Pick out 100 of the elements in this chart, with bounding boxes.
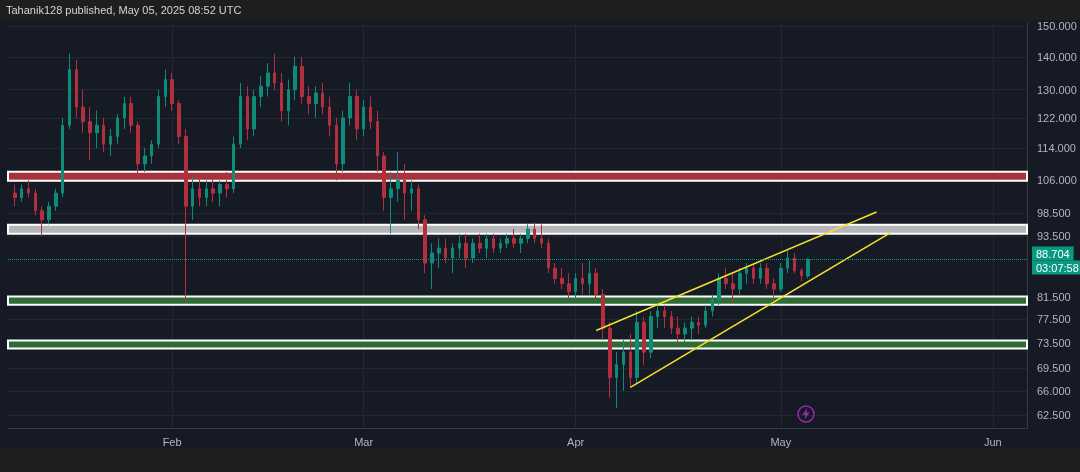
- candlestick: [786, 249, 789, 274]
- candlestick: [670, 310, 673, 335]
- candlestick: [505, 233, 509, 249]
- candlestick: [738, 267, 742, 295]
- y-tick-label: 140.000: [1037, 50, 1077, 63]
- candlestick: [676, 316, 680, 344]
- candlestick: [519, 233, 523, 254]
- candlestick: [772, 277, 776, 298]
- candlestick: [697, 316, 700, 335]
- y-tick-label: 81.500: [1037, 291, 1071, 304]
- candlestick: [123, 96, 126, 130]
- candlestick: [191, 175, 194, 221]
- ref-line-label: 88.704: [1036, 247, 1070, 260]
- candlestick: [547, 237, 550, 274]
- candlestick: [492, 233, 495, 254]
- candlestick: [410, 179, 413, 212]
- candlestick: [369, 96, 372, 130]
- candlestick: [629, 333, 632, 388]
- candlestick: [266, 62, 270, 98]
- candlestick: [54, 188, 58, 212]
- candlestick: [649, 310, 653, 359]
- candlestick: [362, 99, 365, 137]
- y-tick-label: 98.500: [1037, 206, 1071, 219]
- candlestick: [75, 59, 78, 119]
- candlestick: [601, 288, 605, 341]
- candlestick: [314, 85, 318, 119]
- candlestick: [683, 321, 687, 344]
- x-tick-label: Feb: [162, 435, 182, 448]
- candlestick: [423, 214, 427, 274]
- text: 03:07:58: [1036, 261, 1079, 274]
- candlestick: [793, 252, 796, 274]
- candlestick: [273, 53, 276, 91]
- candlestick: [389, 171, 393, 235]
- candlestick: [779, 262, 783, 293]
- candlestick: [526, 223, 530, 244]
- candlestick: [485, 233, 488, 259]
- candlestick: [47, 201, 51, 225]
- candlestick: [246, 85, 249, 141]
- candlestick: [471, 237, 475, 264]
- y-tick-label: 77.500: [1037, 313, 1071, 326]
- text: Tahanik128 published, May 05, 2025 08:52 UTC: [6, 3, 242, 16]
- candlestick: [704, 304, 707, 329]
- candlestick: [594, 267, 598, 301]
- candlestick: [259, 75, 263, 108]
- candlestick: [328, 96, 331, 137]
- candlestick: [622, 339, 625, 392]
- candlestick: [20, 184, 23, 203]
- candlestick: [560, 267, 564, 290]
- candlestick: [307, 85, 311, 115]
- candlestick: [567, 272, 571, 301]
- candlestick: [232, 136, 235, 194]
- candlestick: [129, 96, 133, 134]
- y-tick-label: 122.000: [1037, 111, 1077, 124]
- candlestick: [321, 82, 324, 115]
- y-tick-label: 150.000: [1037, 20, 1077, 33]
- candlestick: [581, 262, 584, 295]
- candlestick: [81, 89, 85, 134]
- candlestick: [13, 184, 17, 207]
- candlestick: [635, 310, 639, 385]
- y-tick-label: 130.000: [1037, 83, 1077, 96]
- candlestick: [464, 233, 468, 269]
- candlestick: [499, 237, 502, 254]
- candlestick: [143, 147, 147, 173]
- candlestick: [663, 304, 666, 329]
- candlestick: [430, 242, 434, 290]
- y-tick-label: 62.500: [1037, 409, 1071, 422]
- candlestick: [574, 272, 577, 301]
- candlestick: [239, 82, 242, 149]
- candlestick: [765, 262, 769, 290]
- candlestick: [588, 260, 591, 295]
- candlestick: [157, 89, 160, 149]
- candlestick: [150, 139, 153, 165]
- candlestick: [34, 188, 37, 216]
- x-tick-label: Apr: [567, 435, 585, 448]
- candlestick: [615, 351, 618, 409]
- candlestick: [731, 272, 735, 304]
- candlestick: [451, 242, 454, 274]
- candlestick: [88, 106, 92, 161]
- candlestick: [68, 53, 71, 130]
- candlestick: [608, 321, 612, 399]
- candlestick: [61, 117, 64, 198]
- candlestick: [300, 56, 304, 105]
- y-tick-label: 93.500: [1037, 230, 1071, 243]
- candlestick: [252, 89, 256, 137]
- candlestick: [553, 262, 557, 285]
- candlestick: [280, 72, 283, 123]
- candlestick: [116, 113, 119, 145]
- candlestick: [164, 69, 167, 108]
- y-tick-label: 66.000: [1037, 384, 1071, 397]
- candlestick: [348, 82, 352, 126]
- candlestick: [205, 179, 208, 207]
- candlestick: [40, 205, 44, 237]
- candlestick: [533, 221, 536, 244]
- candlestick: [355, 89, 359, 141]
- candlestick: [293, 56, 297, 101]
- candlestick: [287, 79, 290, 126]
- candlestick: [745, 262, 748, 285]
- candlestick: [458, 233, 461, 259]
- candlestick: [444, 237, 447, 264]
- candlestick: [102, 117, 105, 153]
